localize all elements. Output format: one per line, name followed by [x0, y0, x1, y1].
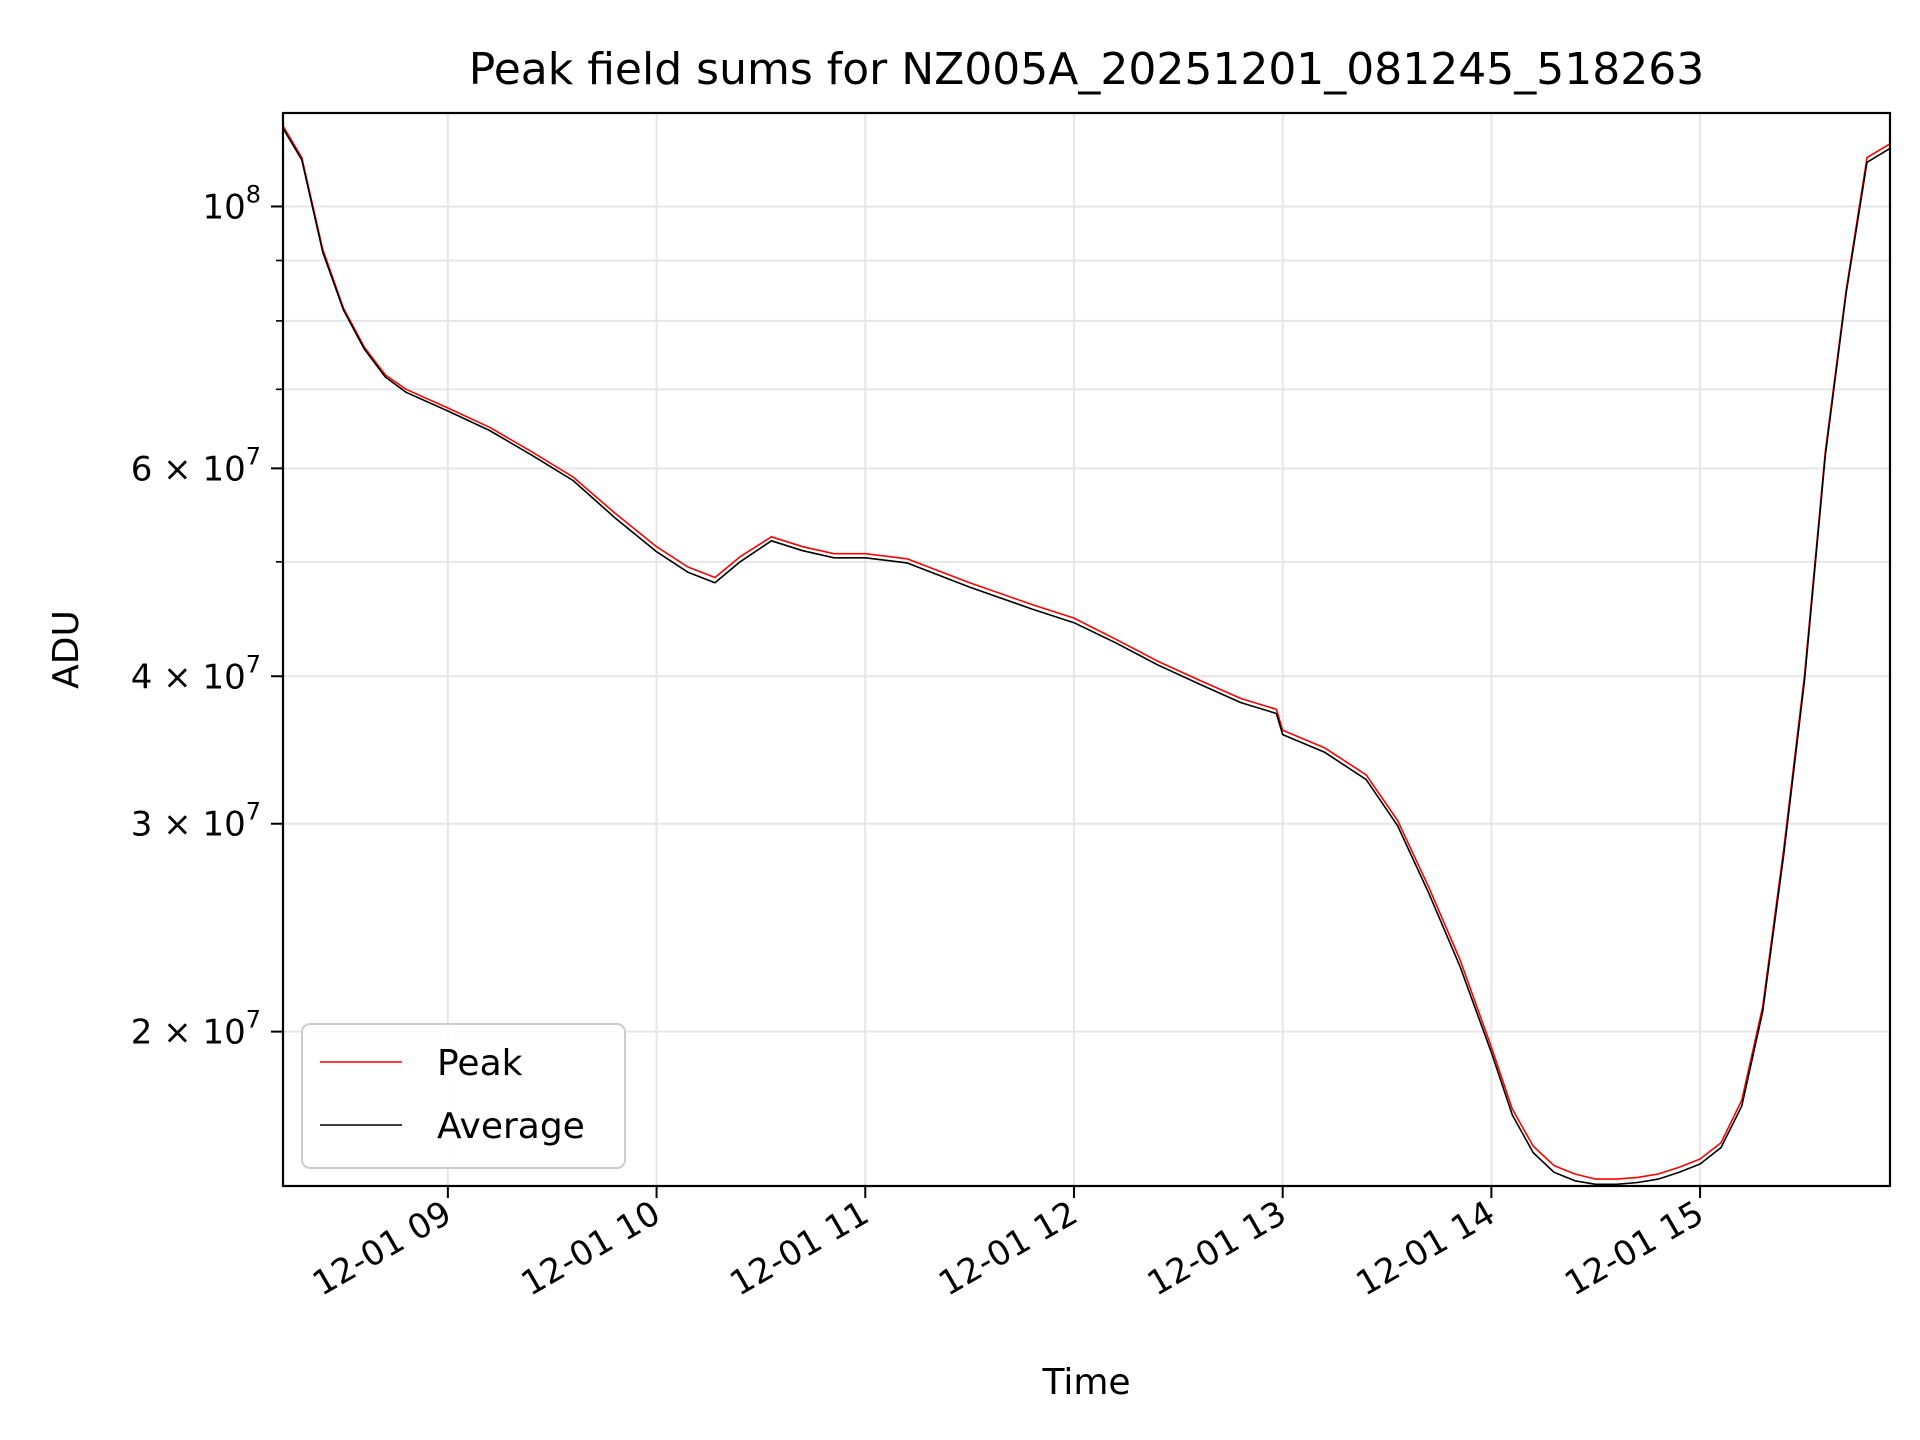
y-axis-label: ADU	[46, 610, 87, 689]
y-axis: 2 × 107 3 × 107 4 × 107 6 × 107 108	[131, 180, 283, 1053]
grid	[283, 113, 1890, 1186]
series-line-peak	[282, 125, 1891, 1180]
chart-title: Peak field sums for NZ005A_20251201_0812…	[469, 44, 1704, 95]
y-tick-label: 6 × 107	[131, 442, 261, 489]
x-axis-label: Time	[1041, 1362, 1130, 1403]
y-tick-label: 3 × 107	[131, 798, 261, 845]
legend: Peak Average	[301, 1023, 626, 1169]
y-tick-label: 108	[202, 180, 261, 227]
legend-box	[301, 1023, 626, 1169]
legend-label-peak: Peak	[437, 1043, 523, 1084]
y-tick-label: 4 × 107	[131, 650, 261, 697]
axes-frame	[281, 111, 1892, 1188]
y-tick-label: 2 × 107	[131, 1006, 261, 1053]
series-line-average	[282, 127, 1891, 1186]
legend-label-average: Average	[437, 1106, 585, 1147]
series-group	[282, 125, 1891, 1186]
